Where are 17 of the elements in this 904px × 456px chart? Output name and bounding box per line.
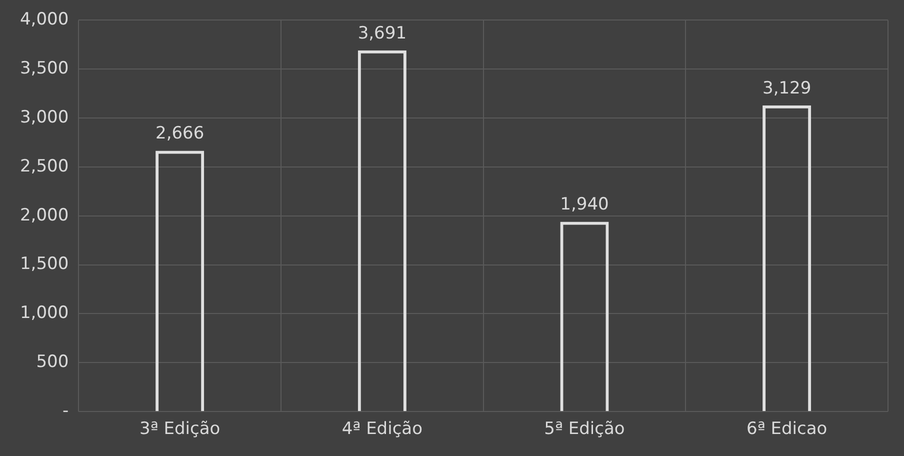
data-label: 2,666 <box>156 124 204 144</box>
y-tick-label: 4,000 <box>20 10 69 30</box>
x-tick-label: 4ª Edição <box>342 419 422 440</box>
data-label: 3,691 <box>358 23 407 44</box>
y-tick-label: 1,000 <box>20 303 69 324</box>
y-tick-label: 3,000 <box>20 107 69 128</box>
y-tick-label: 2,000 <box>20 205 69 226</box>
y-tick-label: - <box>62 401 69 422</box>
x-tick-label: 3ª Edição <box>140 419 220 440</box>
x-tick-label: 5ª Edição <box>544 419 625 440</box>
data-label: 1,940 <box>560 194 609 215</box>
y-tick-label: 2,500 <box>20 156 69 176</box>
y-tick-label: 3,500 <box>20 58 69 79</box>
x-tick-label: 6ª Edicao <box>746 419 828 440</box>
y-tick-label: 1,500 <box>20 254 69 274</box>
y-tick-label: 500 <box>36 352 69 372</box>
data-label: 3,129 <box>762 78 812 98</box>
